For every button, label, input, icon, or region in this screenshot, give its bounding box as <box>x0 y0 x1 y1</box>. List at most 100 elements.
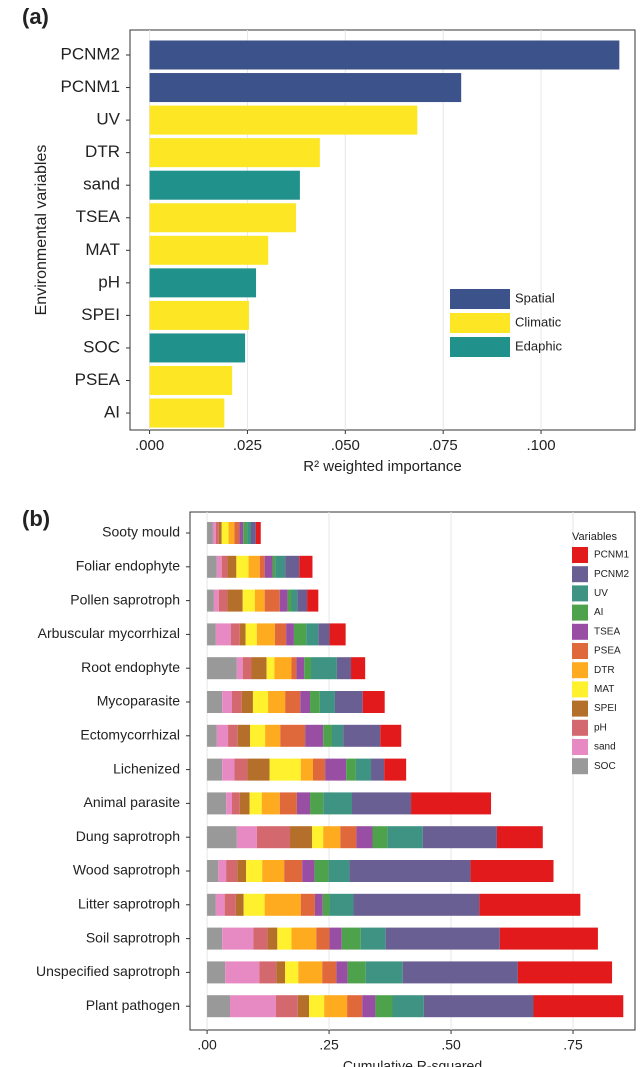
bar-segment <box>250 522 256 544</box>
bar-segment <box>242 589 255 612</box>
bar-segment <box>387 826 423 849</box>
bar-segment <box>517 961 613 984</box>
legend-swatch <box>450 313 510 333</box>
bar-segment <box>351 657 366 680</box>
bar-segment <box>331 724 344 747</box>
bar-segment <box>213 589 219 612</box>
bar-segment <box>234 522 240 544</box>
legend-label: pH <box>594 722 607 733</box>
bar-segment <box>411 792 492 815</box>
bar-segment <box>207 589 214 612</box>
bar-segment <box>329 927 342 950</box>
bar-segment <box>310 792 324 815</box>
bar-segment <box>227 555 237 578</box>
bar-segment <box>239 522 244 544</box>
bar <box>149 40 620 70</box>
legend-label: MAT <box>594 684 614 695</box>
bar-segment <box>311 657 337 680</box>
bar-segment <box>290 826 312 849</box>
bar-segment <box>422 826 497 849</box>
y-tick-label: MAT <box>85 240 120 259</box>
bar-segment <box>329 893 354 916</box>
bar-segment <box>276 961 286 984</box>
bar-segment <box>207 893 216 916</box>
y-tick-label: Wood saprotroph <box>73 862 180 878</box>
bar-segment <box>285 961 299 984</box>
y-tick-label: SPEI <box>81 305 120 324</box>
bar-segment <box>297 589 308 612</box>
y-tick-label: Root endophyte <box>81 659 180 675</box>
bar-segment <box>275 995 298 1018</box>
bar-segment <box>236 555 249 578</box>
bar-segment <box>496 826 543 849</box>
bar-segment <box>264 555 273 578</box>
y-tick-label: Animal parasite <box>84 794 181 810</box>
bar-segment <box>275 555 286 578</box>
bar-segment <box>314 893 323 916</box>
bar-segment <box>372 826 388 849</box>
bar-segment <box>279 589 288 612</box>
bar-segment <box>259 961 277 984</box>
bar-segment <box>470 860 554 882</box>
bar-segment <box>300 691 311 713</box>
bar-segment <box>293 623 307 646</box>
bar-segment <box>228 522 235 544</box>
bar-segment <box>207 691 223 713</box>
bar-segment <box>347 995 363 1018</box>
bar-segment <box>362 691 385 713</box>
legend-swatch <box>572 585 588 602</box>
y-tick-label: PCNM2 <box>60 44 120 63</box>
y-tick-label: Unspecified saprotroph <box>36 963 180 979</box>
bar-segment <box>300 758 313 781</box>
bar-segment <box>218 860 227 882</box>
bar-segment <box>300 893 315 916</box>
legend-label: UV <box>594 588 608 599</box>
bar-segment <box>302 860 315 882</box>
bar-segment <box>222 758 235 781</box>
bar <box>149 170 300 200</box>
bar-segment <box>311 826 324 849</box>
bar-segment <box>533 995 624 1018</box>
bar-segment <box>375 995 393 1018</box>
bar-segment <box>231 792 240 815</box>
legend-label: PCNM2 <box>594 569 629 580</box>
bar-segment <box>221 555 228 578</box>
x-tick-label: .75 <box>563 1037 583 1053</box>
x-tick-label: .025 <box>233 437 262 454</box>
bar-segment <box>355 758 372 781</box>
bar-segment <box>346 758 356 781</box>
bar-segment <box>242 657 252 680</box>
y-tick-label: Sooty mould <box>102 524 180 540</box>
bar-segment <box>277 927 292 950</box>
bar-segment <box>249 792 262 815</box>
y-tick-label: sand <box>83 175 120 194</box>
bar-segment <box>236 826 257 849</box>
y-tick-label: DTR <box>85 142 120 161</box>
bar-segment <box>234 758 248 781</box>
legend-label: sand <box>594 742 616 753</box>
legend-swatch <box>572 566 588 583</box>
bar-segment <box>323 826 341 849</box>
legend-swatch <box>572 739 588 755</box>
bar-segment <box>499 927 598 950</box>
bar-segment <box>306 623 319 646</box>
bar-segment <box>207 555 217 578</box>
bar-segment <box>207 724 217 747</box>
bar-segment <box>423 995 534 1018</box>
legend-label: PCNM1 <box>594 550 629 561</box>
y-tick-label: Lichenized <box>113 760 180 776</box>
bar-segment <box>312 758 326 781</box>
bar <box>149 203 296 233</box>
bar-segment <box>269 758 301 781</box>
bar-segment <box>207 522 213 544</box>
bar-segment <box>227 589 243 612</box>
bar-segment <box>323 792 352 815</box>
bar-segment <box>343 724 381 747</box>
bar <box>149 235 269 265</box>
bar-segment <box>265 724 281 747</box>
bar-segment <box>250 724 266 747</box>
y-tick-label: pH <box>98 272 120 291</box>
bar <box>149 268 257 298</box>
x-tick-label: .100 <box>526 437 555 454</box>
